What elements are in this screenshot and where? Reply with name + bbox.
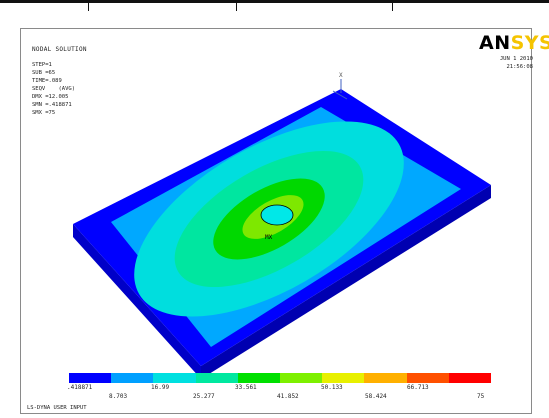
legend-label: 16.99 <box>151 384 170 391</box>
color-legend <box>69 373 492 383</box>
legend-swatch <box>195 373 238 383</box>
param-sub: SUB =65 <box>32 70 56 76</box>
center-hole <box>260 204 294 226</box>
ansys-logo: ANSYS <box>479 32 549 54</box>
legend-swatch <box>322 373 365 383</box>
model-title: LS-DYNA USER INPUT <box>27 405 87 411</box>
axis-line <box>332 90 348 100</box>
origin-label: MX <box>265 234 273 241</box>
legend-label: 8.703 <box>109 393 128 400</box>
legend-swatch <box>111 373 154 383</box>
solution-title: NODAL SOLUTION <box>32 46 87 53</box>
legend-swatch <box>280 373 323 383</box>
contour-plot[interactable]: MX X <box>21 29 531 413</box>
axis-label: X <box>339 72 343 79</box>
legend-swatch <box>448 373 492 383</box>
param-dmx: DMX =12.005 <box>32 94 69 100</box>
plate-side-face <box>201 185 491 379</box>
param-time: TIME=.089 <box>32 78 62 84</box>
plate-front-face <box>73 224 201 379</box>
legend-swatch <box>237 373 281 383</box>
legend-swatch <box>69 373 112 383</box>
legend-label: 33.561 <box>235 384 257 391</box>
timestamp-time: 21:56:08 <box>506 64 534 70</box>
legend-label: 66.713 <box>407 384 429 391</box>
rule-tick <box>88 3 89 11</box>
timestamp-date: JUN 1 2010 <box>499 56 533 62</box>
param-smn: SMN =.418871 <box>32 102 72 108</box>
rule-tick <box>236 3 237 11</box>
legend-label: 25.277 <box>193 393 215 400</box>
param-smx: SMX =75 <box>32 110 56 116</box>
top-rule <box>0 0 549 11</box>
rule-tick <box>392 3 393 11</box>
legend-swatch <box>406 373 449 383</box>
timestamp: JUN 1 2010 21:56:08 <box>471 55 533 71</box>
legend-label: 58.424 <box>365 393 387 400</box>
legend-swatch <box>364 373 407 383</box>
legend-label: 41.852 <box>277 393 299 400</box>
legend-label: 75 <box>477 393 485 400</box>
param-seqv: SEQV (AVG) <box>32 86 76 92</box>
param-step: STEP=1 <box>32 62 52 68</box>
legend-label: .418871 <box>67 384 93 391</box>
legend-swatch <box>153 373 196 383</box>
legend-label: 50.133 <box>321 384 343 391</box>
graphics-window[interactable]: MX X NODAL SOLUTION STEP=1 SUB =65 TIME=… <box>20 28 549 414</box>
solution-parameters: STEP=1 SUB =65 TIME=.089 SEQV (AVG) DMX … <box>32 61 75 117</box>
